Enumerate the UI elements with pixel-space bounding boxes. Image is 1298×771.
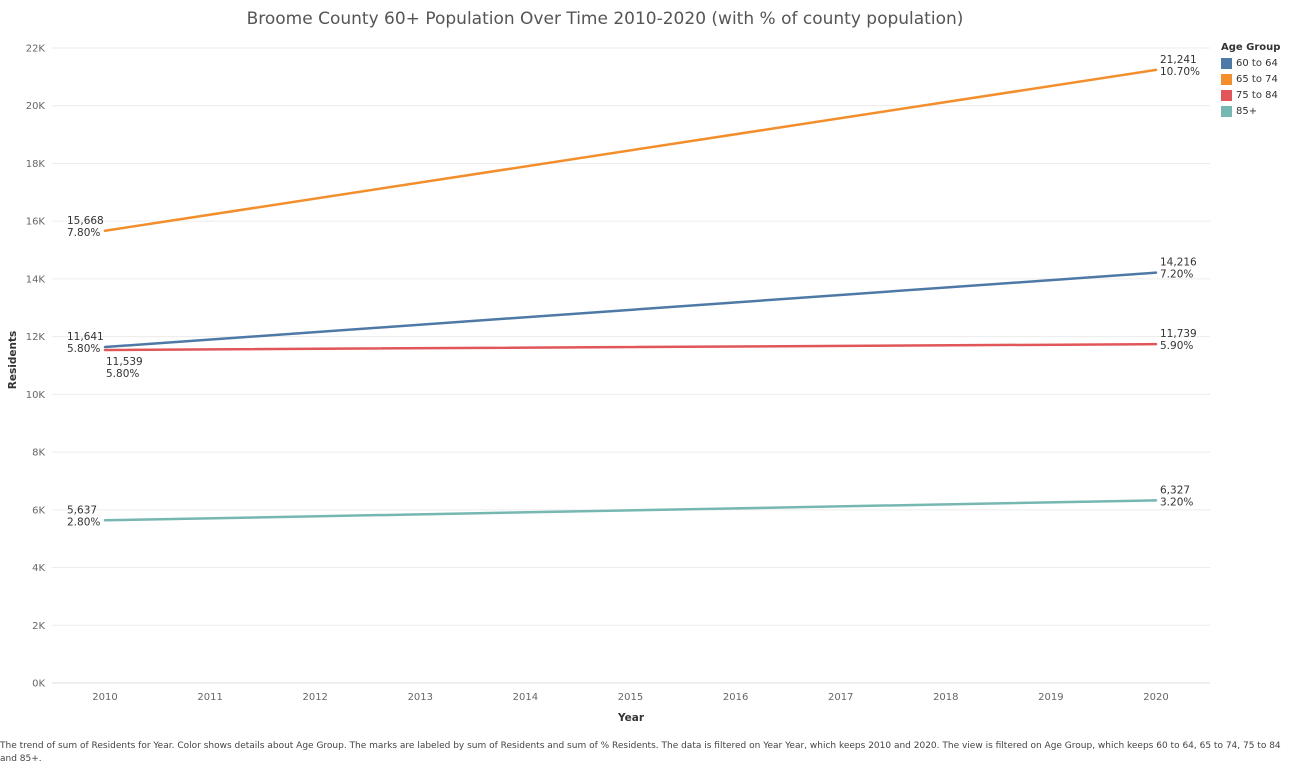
y-tick-label: 16K bbox=[26, 217, 46, 228]
legend-label: 75 to 84 bbox=[1236, 89, 1278, 101]
y-axis-ticks: 0K 2K 4K 6K 8K 10K 12K 14K 16K 18K 20K 22K bbox=[26, 44, 46, 690]
legend-title: Age Group bbox=[1221, 42, 1281, 53]
legend-swatch bbox=[1221, 89, 1232, 101]
x-tick-label: 2013 bbox=[408, 692, 433, 703]
x-tick-label: 2016 bbox=[723, 692, 748, 703]
data-label-percent: 7.20% bbox=[1160, 269, 1193, 281]
series-line bbox=[103, 342, 1158, 352]
y-tick-label: 14K bbox=[26, 274, 46, 285]
data-label-value: 6,327 bbox=[1160, 484, 1190, 496]
data-label-percent: 5.80% bbox=[67, 343, 100, 355]
x-tick-label: 2014 bbox=[513, 692, 538, 703]
x-tick-label: 2019 bbox=[1038, 692, 1063, 703]
y-tick-label: 0K bbox=[32, 679, 45, 690]
y-tick-label: 8K bbox=[32, 448, 45, 459]
data-labels: 11,6415.80%14,2167.20%15,6687.80%21,2411… bbox=[67, 54, 1200, 528]
y-tick-label: 10K bbox=[26, 390, 46, 401]
data-label-percent: 5.90% bbox=[1160, 340, 1193, 352]
x-tick-label: 2018 bbox=[933, 692, 958, 703]
data-label-percent: 7.80% bbox=[67, 227, 100, 239]
data-label-percent: 2.80% bbox=[67, 516, 100, 528]
series-line bbox=[103, 499, 1158, 522]
chart-title: Broome County 60+ Population Over Time 2… bbox=[246, 9, 964, 29]
y-tick-label: 18K bbox=[26, 159, 46, 170]
x-tick-label: 2015 bbox=[618, 692, 643, 703]
legend: Age Group 60 to 64 65 to 74 75 to 84 85+ bbox=[1221, 42, 1280, 119]
x-axis-title: Year bbox=[617, 712, 645, 724]
x-tick-label: 2011 bbox=[197, 692, 222, 703]
legend-items: 60 to 64 65 to 74 75 to 84 85+ bbox=[1221, 55, 1280, 119]
x-tick-label: 2020 bbox=[1143, 692, 1168, 703]
series-line bbox=[103, 68, 1158, 233]
legend-swatch bbox=[1221, 105, 1232, 117]
y-tick-label: 12K bbox=[26, 332, 46, 343]
legend-item[interactable]: 65 to 74 bbox=[1221, 71, 1280, 87]
legend-item[interactable]: 75 to 84 bbox=[1221, 87, 1280, 103]
y-axis-title: Residents bbox=[7, 331, 19, 389]
legend-item[interactable]: 85+ bbox=[1221, 103, 1280, 119]
series-line bbox=[103, 271, 1158, 349]
x-tick-label: 2017 bbox=[828, 692, 853, 703]
y-tick-label: 2K bbox=[32, 621, 45, 632]
chart-caption: The trend of sum of Residents for Year. … bbox=[0, 741, 1281, 764]
data-label-percent: 5.80% bbox=[106, 368, 139, 380]
legend-label: 85+ bbox=[1236, 105, 1258, 117]
data-label-value: 11,641 bbox=[67, 331, 104, 343]
x-tick-label: 2012 bbox=[302, 692, 327, 703]
data-label-value: 11,539 bbox=[106, 356, 143, 368]
data-label-value: 15,668 bbox=[67, 215, 104, 227]
legend-label: 65 to 74 bbox=[1236, 73, 1278, 85]
data-label-percent: 3.20% bbox=[1160, 496, 1193, 508]
data-label-value: 5,637 bbox=[67, 504, 97, 516]
data-label-percent: 10.70% bbox=[1160, 66, 1200, 78]
series-lines bbox=[103, 68, 1158, 522]
legend-swatch bbox=[1221, 73, 1232, 85]
y-tick-label: 20K bbox=[26, 101, 46, 112]
gridlines bbox=[52, 47, 1210, 684]
data-label-value: 21,241 bbox=[1160, 54, 1197, 66]
line-chart: 0K 2K 4K 6K 8K 10K 12K 14K 16K 18K 20K 22K 2010 2011… bbox=[7, 44, 1210, 724]
x-tick-label: 2010 bbox=[92, 692, 117, 703]
legend-label: 60 to 64 bbox=[1236, 57, 1278, 69]
y-tick-label: 4K bbox=[32, 563, 45, 574]
data-label-value: 14,216 bbox=[1160, 257, 1197, 269]
y-tick-label: 22K bbox=[26, 44, 46, 55]
legend-item[interactable]: 60 to 64 bbox=[1221, 55, 1280, 71]
legend-swatch bbox=[1221, 57, 1232, 69]
y-tick-label: 6K bbox=[32, 505, 45, 516]
x-axis-ticks: 2010 2011 2012 2013 2014 2015 2016 2017 2018 2019… bbox=[92, 692, 1168, 703]
data-label-value: 11,739 bbox=[1160, 328, 1197, 340]
